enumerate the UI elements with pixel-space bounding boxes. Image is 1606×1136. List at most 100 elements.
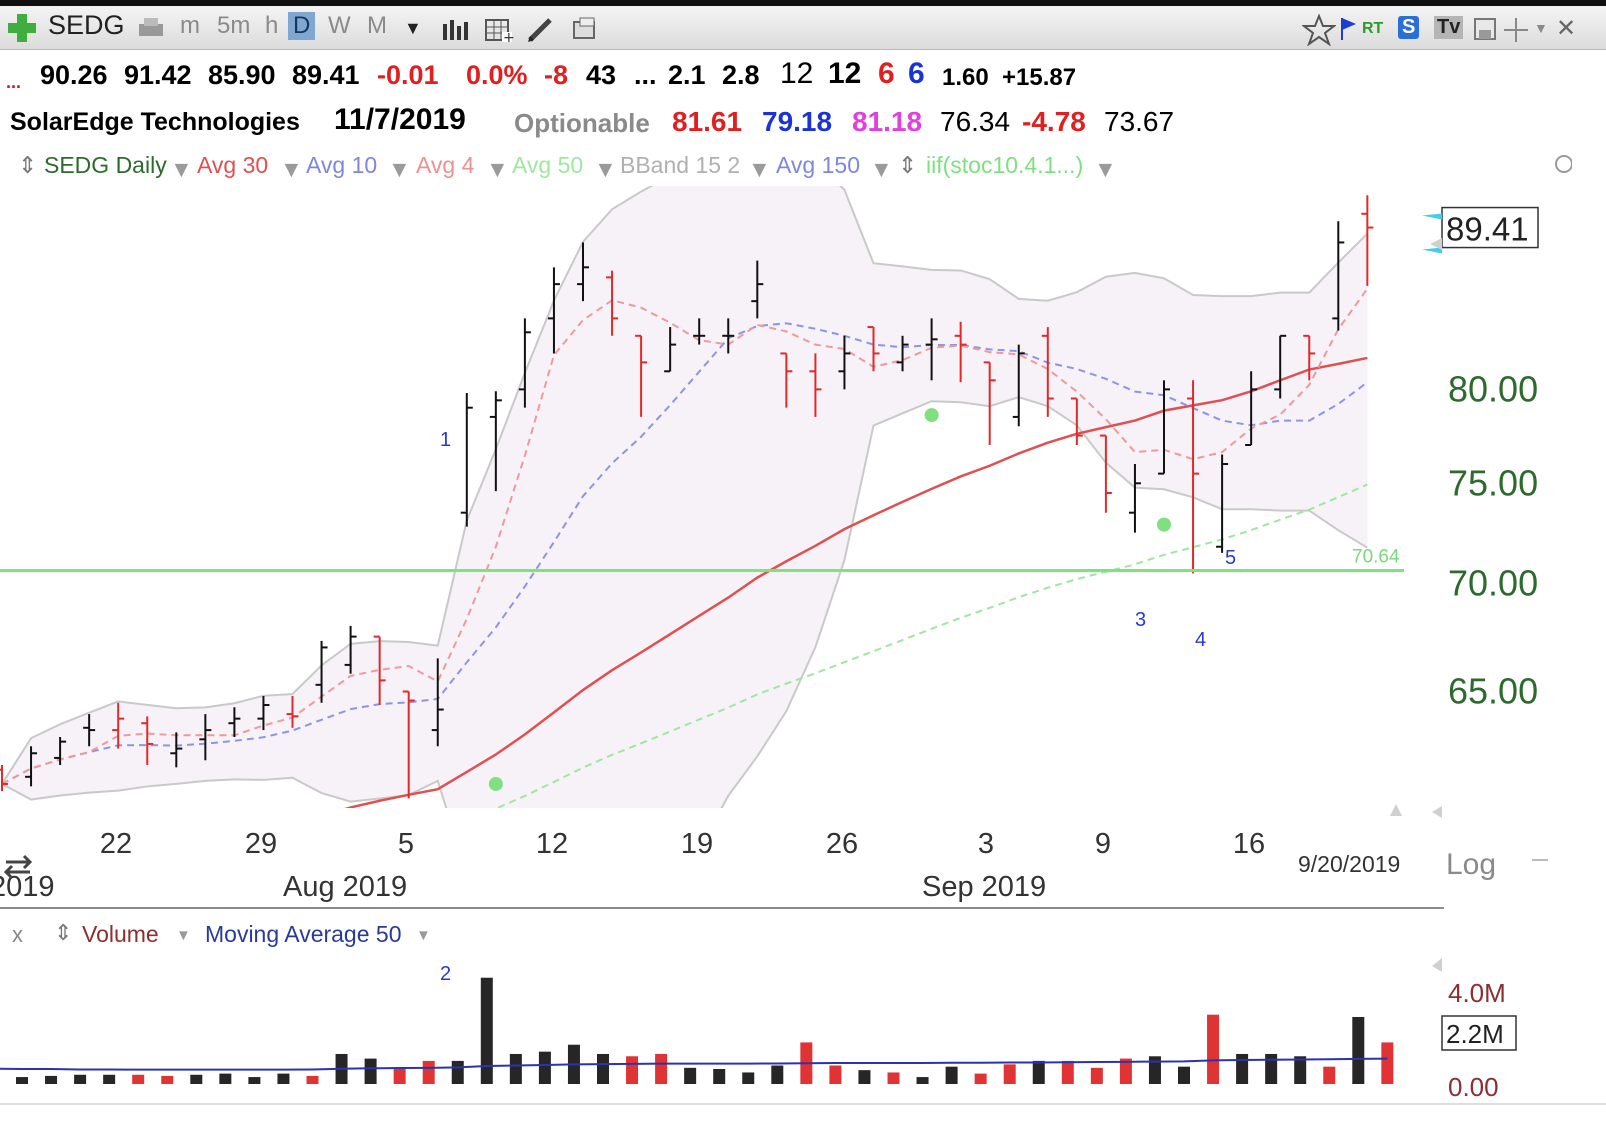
- quote-change-pct: 0.0%: [466, 60, 528, 90]
- avg-4-line: [1, 288, 1369, 785]
- company-row: SolarEdge Technologies 11/7/2019 Optiona…: [0, 102, 1606, 146]
- move-icon[interactable]: [1502, 16, 1534, 44]
- timeframe-dropdown-icon[interactable]: ▼: [404, 18, 422, 38]
- tv-badge[interactable]: Tv: [1434, 16, 1464, 39]
- volume-bar: [974, 1073, 987, 1084]
- close-icon[interactable]: ✕: [1556, 15, 1577, 42]
- volume-bar: [74, 1074, 87, 1084]
- x-axis-tick: 29: [245, 828, 277, 860]
- ohlc-bar: [693, 318, 706, 345]
- volume-bar: [771, 1065, 784, 1084]
- volume-close-icon[interactable]: x: [12, 922, 23, 947]
- volume-ma-label[interactable]: Moving Average 50: [205, 921, 402, 947]
- volume-label[interactable]: Volume: [82, 921, 159, 947]
- indicator-avg-30[interactable]: Avg 30: [197, 152, 269, 178]
- signal-dot: [1157, 517, 1171, 532]
- add-symbol-icon[interactable]: [6, 12, 38, 44]
- price-marker-top: [1422, 213, 1442, 220]
- price-axis-tick: 65.00: [1448, 671, 1538, 712]
- pencil-icon[interactable]: [526, 14, 556, 44]
- green-line-label: 70.64: [1352, 546, 1400, 567]
- x-axis-tick: 9: [1095, 828, 1111, 860]
- dropdown-icon[interactable]: ▼: [280, 156, 303, 182]
- indicator-bband[interactable]: BBand 15 2: [620, 152, 741, 178]
- ohlc-bar: [896, 335, 909, 372]
- ohlc-bar: [1187, 380, 1200, 574]
- star-icon[interactable]: [1302, 14, 1336, 46]
- volume-ma-box: [1441, 1015, 1517, 1051]
- tf-month[interactable]: M: [367, 12, 387, 39]
- tf-day[interactable]: D: [288, 12, 316, 40]
- dropdown-icon[interactable]: ▼: [748, 156, 771, 182]
- scroll-marker-icon: [1430, 238, 1442, 250]
- ohlc-bar: [1216, 454, 1229, 553]
- quote-v9: 1.60: [942, 64, 989, 91]
- volume-bar: [1003, 1064, 1016, 1084]
- drag-handle-icon[interactable]: ⇕: [54, 920, 72, 945]
- svg-text:+: +: [503, 30, 514, 44]
- volume-bar: [538, 1051, 551, 1084]
- dropdown-icon[interactable]: ▼: [1094, 156, 1117, 182]
- symbol-label[interactable]: SEDG: [48, 10, 125, 40]
- bar-chart-icon[interactable]: [440, 16, 470, 42]
- ohlc-bar: [199, 714, 212, 761]
- company-name: SolarEdge Technologies: [10, 108, 300, 136]
- flag-icon[interactable]: [1338, 16, 1358, 42]
- volume-bar: [103, 1074, 116, 1084]
- settings-icon[interactable]: [1552, 152, 1572, 176]
- ohlc-bar: [460, 393, 473, 527]
- grid-add-icon[interactable]: +: [484, 16, 514, 44]
- quote-v8: 6: [908, 57, 925, 90]
- log-scale-toggle[interactable]: Log: [1446, 848, 1496, 881]
- dropdown-icon[interactable]: ▼: [388, 156, 411, 182]
- tf-week[interactable]: W: [328, 12, 351, 39]
- volume-bar: [945, 1066, 958, 1084]
- dropdown-icon[interactable]: ▼: [176, 927, 191, 944]
- ohlc-bar: [170, 732, 183, 768]
- indicator-avg-4[interactable]: Avg 4: [416, 152, 475, 178]
- dropdown-icon[interactable]: ▼: [416, 927, 431, 944]
- volume-ma-line: [0, 1057, 1388, 1071]
- dropdown-icon[interactable]: ▼: [594, 156, 617, 182]
- drag-handle-icon[interactable]: ⇕: [18, 152, 38, 178]
- refresh-icon[interactable]: [3, 854, 33, 880]
- price-pane: [0, 186, 1374, 808]
- indicator-stoc[interactable]: iif(stoc10.4.1...): [926, 152, 1084, 178]
- indicator-avg-10[interactable]: Avg 10: [306, 152, 378, 178]
- save-icon[interactable]: [1472, 16, 1500, 44]
- drag-handle-icon[interactable]: ⇕: [898, 152, 918, 178]
- indicator-avg-50[interactable]: Avg 50: [512, 152, 584, 178]
- indicator-avg-150[interactable]: Avg 150: [776, 152, 860, 178]
- ohlc-bar: [547, 267, 560, 354]
- ohlc-bar: [431, 658, 444, 747]
- tf-minute[interactable]: m: [180, 12, 200, 39]
- printer-icon[interactable]: [136, 16, 166, 42]
- indicator-sedg-daily[interactable]: SEDG Daily: [44, 152, 167, 178]
- dropdown-icon[interactable]: ▼: [486, 156, 509, 182]
- volume-bar: [1119, 1058, 1132, 1084]
- quote-p3: 81.18: [852, 106, 923, 137]
- s-badge[interactable]: S: [1398, 16, 1420, 39]
- tf-5minute[interactable]: 5m: [217, 12, 251, 39]
- dropdown-icon[interactable]: ▼: [170, 156, 193, 182]
- refresh-arrow-bottom: [3, 864, 30, 880]
- bollinger-lower-line: [1, 396, 1368, 808]
- volume-bar: [887, 1072, 900, 1084]
- quote-low: 85.90: [208, 60, 276, 90]
- volume-bar: [219, 1073, 232, 1084]
- window-icon[interactable]: [570, 16, 600, 44]
- ohlc-bar: [1041, 327, 1054, 417]
- avg-50-line: [494, 483, 1368, 808]
- realtime-badge[interactable]: RT: [1362, 20, 1384, 37]
- ohlc-bar: [141, 716, 154, 765]
- move-dropdown-icon[interactable]: ▼: [1534, 20, 1548, 36]
- volume-bar: [713, 1068, 726, 1084]
- volume-bar: [829, 1065, 842, 1084]
- quote-change: -0.01: [377, 60, 439, 90]
- ohlc-bar: [25, 746, 38, 787]
- volume-bar: [1323, 1066, 1336, 1084]
- tf-hour[interactable]: h: [265, 12, 279, 39]
- last-price-box: [1441, 206, 1539, 249]
- volume-bar: [422, 1060, 435, 1084]
- dropdown-icon[interactable]: ▼: [870, 156, 893, 182]
